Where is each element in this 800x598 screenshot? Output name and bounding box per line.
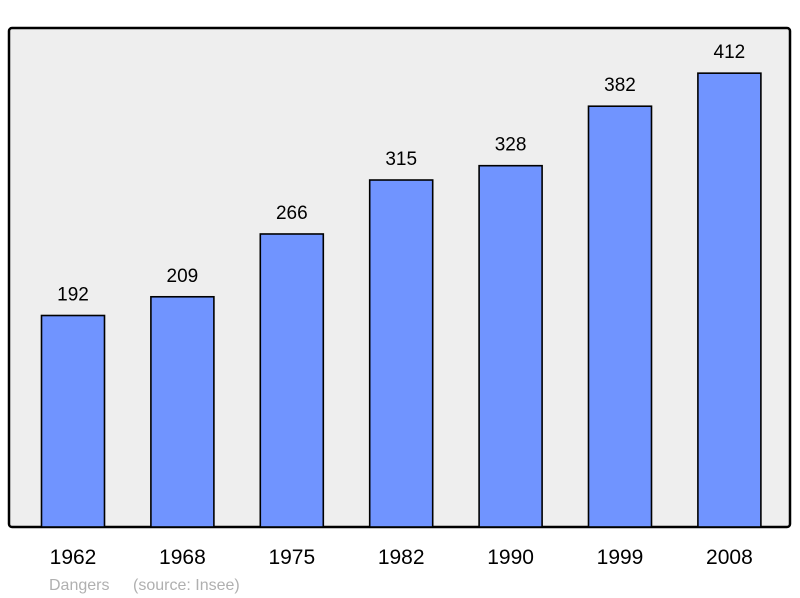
- bar-1990: [478, 164, 543, 528]
- bar-2008: [697, 72, 762, 528]
- footer-source: (source: Insee): [133, 577, 240, 594]
- x-tick-label-1990: 1990: [487, 546, 534, 569]
- bar-1968: [150, 295, 215, 528]
- x-tick-label-1962: 1962: [50, 546, 97, 569]
- footer-place: Dangers: [49, 577, 109, 594]
- x-tick-label-2008: 2008: [706, 546, 753, 569]
- data-label-1975: 266: [276, 203, 308, 224]
- x-tick-label-1982: 1982: [378, 546, 425, 569]
- bar-1999: [587, 105, 653, 528]
- data-label-2008: 412: [714, 42, 746, 63]
- data-label-1999: 382: [604, 75, 636, 96]
- x-tick-label-1999: 1999: [597, 546, 644, 569]
- bar-1975: [259, 233, 325, 528]
- data-label-1990: 328: [495, 135, 527, 156]
- x-tick-label-1968: 1968: [159, 546, 206, 569]
- x-tick-label-1975: 1975: [268, 546, 315, 569]
- bar-1982: [368, 179, 434, 528]
- data-label-1982: 315: [385, 149, 417, 170]
- data-label-1962: 192: [57, 285, 89, 306]
- bar-1962: [40, 314, 106, 528]
- data-label-1968: 209: [167, 266, 199, 287]
